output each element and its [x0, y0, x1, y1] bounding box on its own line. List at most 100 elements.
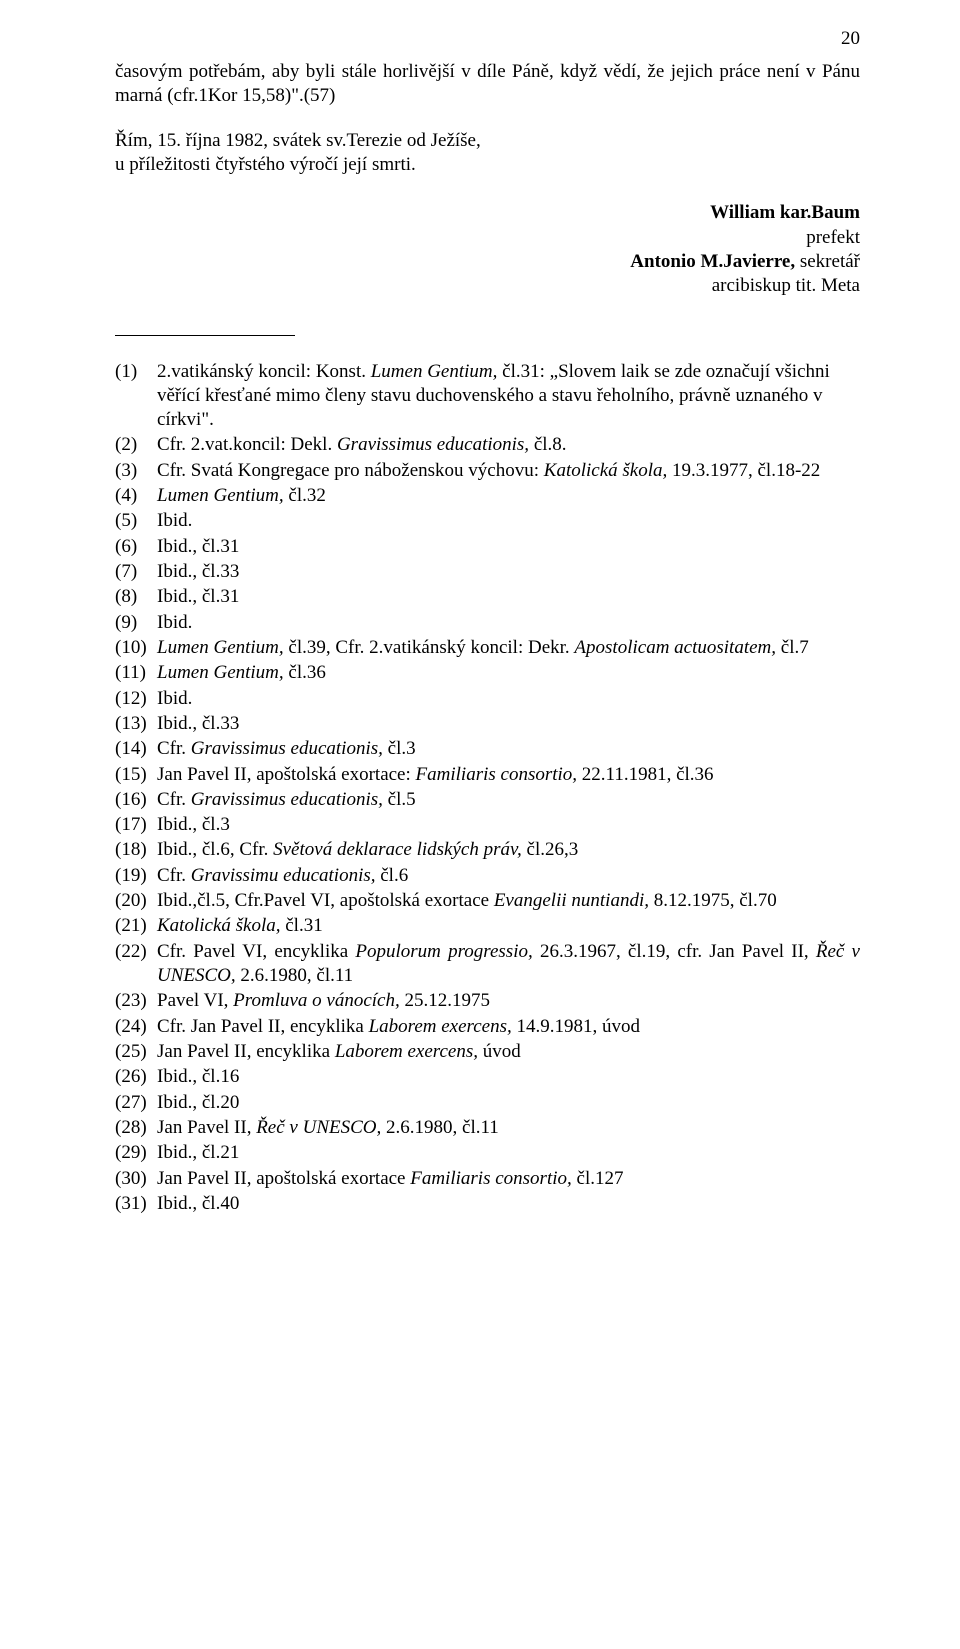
footnote-row: (13)Ibid., čl.33	[115, 712, 860, 736]
footnote-row: (26)Ibid., čl.16	[115, 1065, 860, 1089]
footnote-pre: Ibid., čl.33	[157, 561, 239, 582]
footnote-post: čl.8.	[529, 434, 566, 455]
footnote-number: (29)	[115, 1141, 157, 1165]
footnote-pre: Cfr.	[157, 738, 191, 759]
footnote-italic: Řeč v UNESCO,	[256, 1117, 386, 1138]
footnote-text: Lumen Gentium, čl.39, Cfr. 2.vatikánský …	[157, 636, 860, 660]
body-paragraph-2: Řím, 15. října 1982, svátek sv.Terezie o…	[115, 129, 860, 178]
footnote-italic: Gravissimus educationis,	[337, 434, 529, 455]
footnote-italic: Gravissimu educationis,	[191, 865, 380, 886]
footnote-post: 25.12.1975	[404, 990, 490, 1011]
signature-block: William kar.Baum prefekt Antonio M.Javie…	[115, 201, 860, 298]
footnote-text: Ibid., čl.16	[157, 1065, 860, 1089]
footnote-number: (7)	[115, 560, 157, 584]
page-number: 20	[841, 28, 860, 50]
divider	[115, 335, 295, 336]
footnote-row: (28)Jan Pavel II, Řeč v UNESCO, 2.6.1980…	[115, 1116, 860, 1140]
footnote-number: (1)	[115, 360, 157, 384]
footnote-text: Ibid., čl.31	[157, 535, 860, 559]
footnote-number: (16)	[115, 788, 157, 812]
footnote-number: (14)	[115, 737, 157, 761]
footnote-row: (11)Lumen Gentium, čl.36	[115, 661, 860, 685]
footnote-pre: Cfr. Svatá Kongregace pro náboženskou vý…	[157, 460, 544, 481]
footnote-italic: Laborem exercens,	[335, 1041, 483, 1062]
footnote-text: Jan Pavel II, Řeč v UNESCO, 2.6.1980, čl…	[157, 1116, 860, 1140]
footnote-italic-2: Apostolicam actuositatem,	[574, 637, 780, 658]
footnote-pre: Ibid.	[157, 612, 192, 633]
footnote-row: (15)Jan Pavel II, apoštolská exortace: F…	[115, 763, 860, 787]
footnote-pre: Ibid.	[157, 688, 192, 709]
footnote-number: (5)	[115, 509, 157, 533]
footnote-row: (30)Jan Pavel II, apoštolská exortace Fa…	[115, 1167, 860, 1191]
footnote-row: (16)Cfr. Gravissimus educationis, čl.5	[115, 788, 860, 812]
footnote-row: (5)Ibid.	[115, 509, 860, 533]
footnote-pre: Cfr. Pavel VI, encyklika	[157, 941, 355, 962]
footnote-number: (9)	[115, 611, 157, 635]
footnote-text: Ibid., čl.33	[157, 712, 860, 736]
footnote-row: (4)Lumen Gentium, čl.32	[115, 484, 860, 508]
footnote-italic: Světová deklarace lidských práv,	[273, 839, 526, 860]
footnote-row: (17)Ibid., čl.3	[115, 813, 860, 837]
footnote-text: Cfr. Svatá Kongregace pro náboženskou vý…	[157, 459, 860, 483]
footnote-pre: Jan Pavel II, apoštolská exortace	[157, 1168, 410, 1189]
footnote-row: (10)Lumen Gentium, čl.39, Cfr. 2.vatikán…	[115, 636, 860, 660]
footnote-number: (26)	[115, 1065, 157, 1089]
footnote-pre: Ibid.,čl.5, Cfr.Pavel VI, apoštolská exo…	[157, 890, 494, 911]
footnote-number: (25)	[115, 1040, 157, 1064]
signature-role-1: prefekt	[115, 226, 860, 250]
footnote-pre: Pavel VI,	[157, 990, 233, 1011]
footnote-row: (9)Ibid.	[115, 611, 860, 635]
footnote-italic: Katolická škola,	[544, 460, 667, 481]
footnote-italic: Lumen Gentium,	[157, 637, 288, 658]
footnote-italic: Familiaris consortio,	[416, 764, 582, 785]
footnote-row: (19)Cfr. Gravissimu educationis, čl.6	[115, 864, 860, 888]
footnote-row: (8)Ibid., čl.31	[115, 585, 860, 609]
footnote-text: Ibid., čl.20	[157, 1091, 860, 1115]
footnote-text: Lumen Gentium, čl.32	[157, 484, 860, 508]
footnote-pre: Cfr.	[157, 865, 191, 886]
footnote-post: čl.31	[285, 915, 322, 936]
footnote-italic: Familiaris consortio,	[410, 1168, 576, 1189]
footnotes: (1)2.vatikánský koncil: Konst. Lumen Gen…	[115, 360, 860, 1217]
footnote-pre: Jan Pavel II, apoštolská exortace:	[157, 764, 416, 785]
footnote-text: Cfr. 2.vat.koncil: Dekl. Gravissimus edu…	[157, 433, 860, 457]
footnote-text: Ibid., čl.33	[157, 560, 860, 584]
footnote-row: (27)Ibid., čl.20	[115, 1091, 860, 1115]
footnote-text: Ibid.,čl.5, Cfr.Pavel VI, apoštolská exo…	[157, 889, 860, 913]
footnote-row: (29)Ibid., čl.21	[115, 1141, 860, 1165]
footnote-number: (24)	[115, 1015, 157, 1039]
footnote-number: (11)	[115, 661, 157, 685]
footnote-row: (21)Katolická škola, čl.31	[115, 914, 860, 938]
footnote-row: (23)Pavel VI, Promluva o vánocích, 25.12…	[115, 989, 860, 1013]
footnote-text: Jan Pavel II, apoštolská exortace Famili…	[157, 1167, 860, 1191]
signature-role-2: sekretář	[795, 251, 860, 272]
footnote-post: 19.3.1977, čl.18-22	[667, 460, 820, 481]
footnote-pre: Ibid., čl.33	[157, 713, 239, 734]
footnote-pre: Ibid., čl.16	[157, 1066, 239, 1087]
footnote-pre: Ibid., čl.31	[157, 586, 239, 607]
footnote-pre: 2.vatikánský koncil: Konst.	[157, 361, 371, 382]
body-paragraph-2-line1: Řím, 15. října 1982, svátek sv.Terezie o…	[115, 130, 481, 151]
footnote-row: (25)Jan Pavel II, encyklika Laborem exer…	[115, 1040, 860, 1064]
footnote-row: (14)Cfr. Gravissimus educationis, čl.3	[115, 737, 860, 761]
footnote-post: 26.3.1967, čl.19, cfr. Jan Pavel II,	[540, 941, 816, 962]
footnote-number: (21)	[115, 914, 157, 938]
footnote-pre: Ibid., čl.3	[157, 814, 230, 835]
footnote-number: (13)	[115, 712, 157, 736]
footnote-pre: Ibid., čl.6, Cfr.	[157, 839, 273, 860]
footnote-pre: Ibid., čl.40	[157, 1193, 239, 1214]
signature-name-2: Antonio M.Javierre,	[630, 251, 795, 272]
footnote-pre: Ibid.	[157, 510, 192, 531]
footnote-number: (10)	[115, 636, 157, 660]
footnote-italic: Gravissimus educationis,	[191, 789, 388, 810]
footnote-post: 22.11.1981, čl.36	[582, 764, 714, 785]
footnote-post: čl.36	[288, 662, 325, 683]
footnote-number: (23)	[115, 989, 157, 1013]
footnote-post: 14.9.1981, úvod	[517, 1016, 641, 1037]
footnote-post: čl.32	[288, 485, 325, 506]
footnote-italic: Katolická škola,	[157, 915, 285, 936]
footnote-row: (24)Cfr. Jan Pavel II, encyklika Laborem…	[115, 1015, 860, 1039]
footnote-number: (15)	[115, 763, 157, 787]
signature-line-3: arcibiskup tit. Meta	[115, 274, 860, 298]
footnote-italic: Lumen Gentium,	[157, 662, 288, 683]
